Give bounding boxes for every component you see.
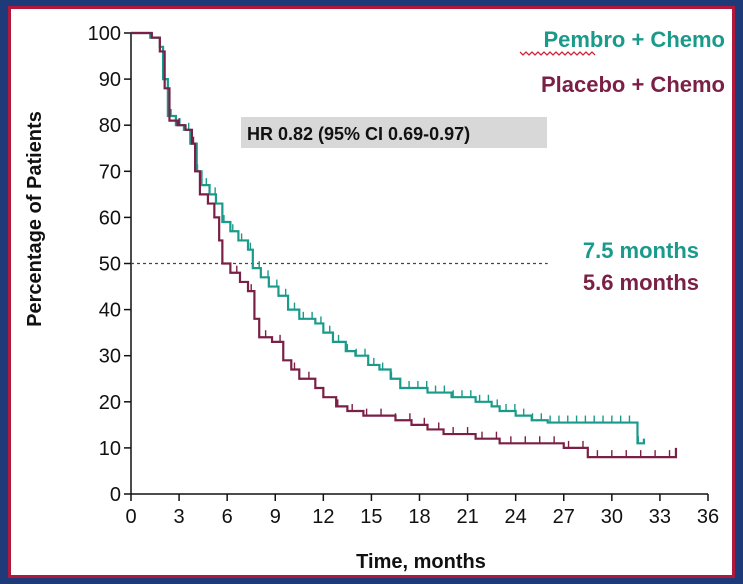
x-tick-label: 3 bbox=[174, 506, 185, 528]
y-tick-label: 40 bbox=[99, 300, 121, 322]
chart-panel: 0 10 20 30 40 50 60 70 80 90 100 0 3 6 9 12 15 18 21 24 27 30… bbox=[8, 6, 735, 578]
hr-annotation-text: HR 0.82 (95% CI 0.69-0.97) bbox=[247, 124, 470, 144]
legend: Pembro + Chemo Placebo + Chemo bbox=[520, 27, 725, 97]
y-tick-label: 70 bbox=[99, 161, 121, 183]
x-tick-label: 12 bbox=[312, 506, 334, 528]
x-tick-label: 27 bbox=[553, 506, 575, 528]
x-tick-label: 30 bbox=[601, 506, 623, 528]
x-tick-label: 9 bbox=[270, 506, 281, 528]
y-tick-label: 20 bbox=[99, 392, 121, 414]
x-axis-title: Time, months bbox=[356, 551, 486, 573]
median-labels: 7.5 months 5.6 months bbox=[583, 238, 699, 295]
hr-annotation: HR 0.82 (95% CI 0.69-0.97) bbox=[241, 117, 547, 148]
x-tick-label: 0 bbox=[125, 506, 136, 528]
x-tick-label: 6 bbox=[222, 506, 233, 528]
legend-spellcheck-underline bbox=[520, 52, 595, 55]
legend-label-placebo: Placebo + Chemo bbox=[541, 72, 725, 97]
y-tick-label: 30 bbox=[99, 346, 121, 368]
y-tick-label: 60 bbox=[99, 207, 121, 229]
x-tick-label: 33 bbox=[649, 506, 671, 528]
x-tick-label: 21 bbox=[456, 506, 478, 528]
median-label-pembro: 7.5 months bbox=[583, 238, 699, 263]
y-axis-title: Percentage of Patients bbox=[24, 111, 46, 327]
y-tick-label: 80 bbox=[99, 115, 121, 137]
y-tick-label: 90 bbox=[99, 69, 121, 91]
y-tick-label: 100 bbox=[88, 23, 121, 45]
censor-marks-pembro bbox=[171, 109, 638, 443]
y-tick-label: 0 bbox=[110, 484, 121, 506]
x-tick-label: 15 bbox=[360, 506, 382, 528]
median-label-placebo: 5.6 months bbox=[583, 270, 699, 295]
x-tick-label: 18 bbox=[408, 506, 430, 528]
x-tick-label: 24 bbox=[505, 506, 527, 528]
legend-label-pembro: Pembro + Chemo bbox=[543, 27, 725, 52]
y-tick-label: 10 bbox=[99, 438, 121, 460]
y-tick-label: 50 bbox=[99, 254, 121, 276]
x-tick-label: 36 bbox=[697, 506, 719, 528]
